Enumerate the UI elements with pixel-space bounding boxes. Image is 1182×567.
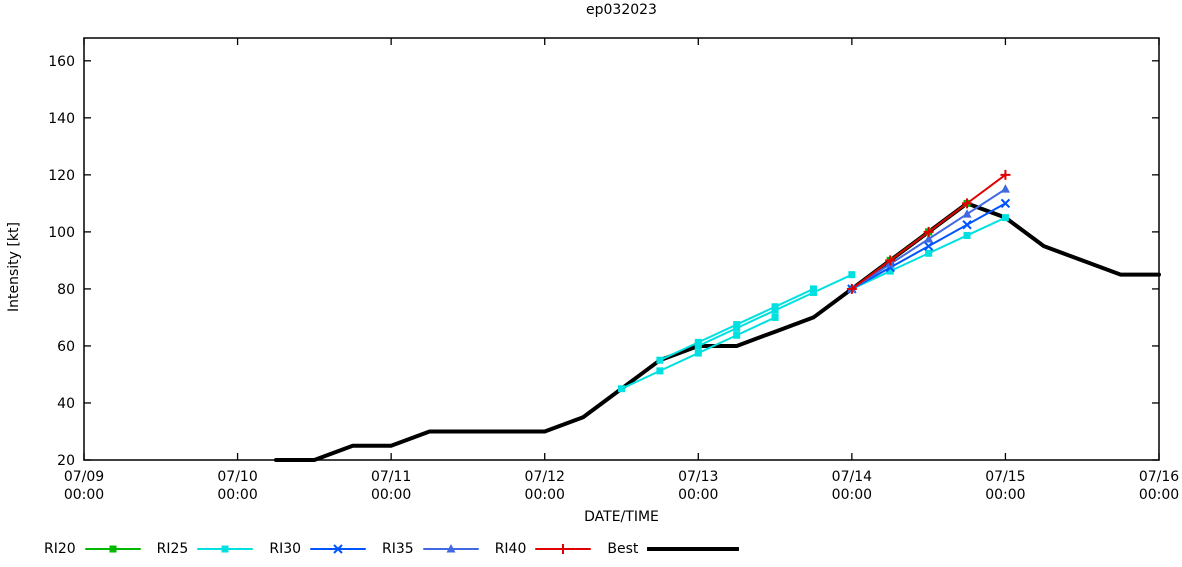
legend-item-ri25: RI25	[157, 541, 254, 557]
svg-text:00:00: 00:00	[371, 487, 411, 503]
svg-text:80: 80	[57, 282, 75, 298]
legend-label-ri25: RI25	[156, 541, 189, 557]
svg-text:60: 60	[57, 339, 75, 355]
svg-text:07/09: 07/09	[64, 469, 104, 485]
legend-item-ri40: RI40	[495, 541, 592, 557]
svg-text:07/14: 07/14	[832, 469, 872, 485]
legend-label-ri20: RI20	[44, 541, 76, 557]
svg-text:00:00: 00:00	[985, 487, 1025, 503]
svg-text:00:00: 00:00	[832, 487, 872, 503]
svg-text:07/10: 07/10	[217, 469, 257, 485]
svg-text:07/16: 07/16	[1139, 469, 1179, 485]
legend-item-ri30: RI30	[269, 541, 367, 557]
legend-sample-ri20	[84, 545, 141, 553]
legend-sample-ri30	[310, 544, 367, 554]
legend-sample-best	[647, 547, 740, 551]
svg-text:160: 160	[48, 54, 75, 70]
legend-sample-ri35	[422, 544, 479, 553]
legend-sample-ri25	[197, 545, 254, 553]
svg-text:40: 40	[57, 396, 75, 412]
svg-text:00:00: 00:00	[525, 487, 565, 503]
svg-text:07/11: 07/11	[371, 469, 411, 485]
svg-text:00:00: 00:00	[1139, 487, 1179, 503]
svg-text:07/15: 07/15	[985, 469, 1025, 485]
chart-title: ep032023	[586, 2, 657, 18]
legend: RI20 RI25 RI30 RI35 RI40 Best	[44, 541, 740, 557]
svg-text:00:00: 00:00	[64, 487, 104, 503]
svg-text:00:00: 00:00	[217, 487, 257, 503]
legend-label-ri40: RI40	[494, 541, 527, 557]
legend-label-best: Best	[607, 541, 639, 557]
legend-item-ri20: RI20	[44, 541, 141, 557]
svg-text:00:00: 00:00	[678, 487, 718, 503]
legend-item-ri35: RI35	[382, 541, 479, 557]
svg-text:140: 140	[48, 111, 75, 127]
svg-text:120: 120	[48, 168, 75, 184]
plot-area: 07/09 00:00 07/10 00:00 07/11 00:00 07/12 00:00…	[48, 37, 1179, 503]
svg-text:07/13: 07/13	[678, 469, 718, 485]
x-axis-label: DATE/TIME	[584, 509, 659, 525]
svg-text:07/12: 07/12	[525, 469, 565, 485]
svg-text:20: 20	[57, 453, 75, 469]
svg-text:100: 100	[48, 225, 75, 241]
legend-sample-ri40	[535, 544, 592, 554]
legend-label-ri35: RI35	[382, 541, 414, 557]
legend-item-best: Best	[607, 541, 740, 557]
legend-label-ri30: RI30	[269, 541, 302, 557]
